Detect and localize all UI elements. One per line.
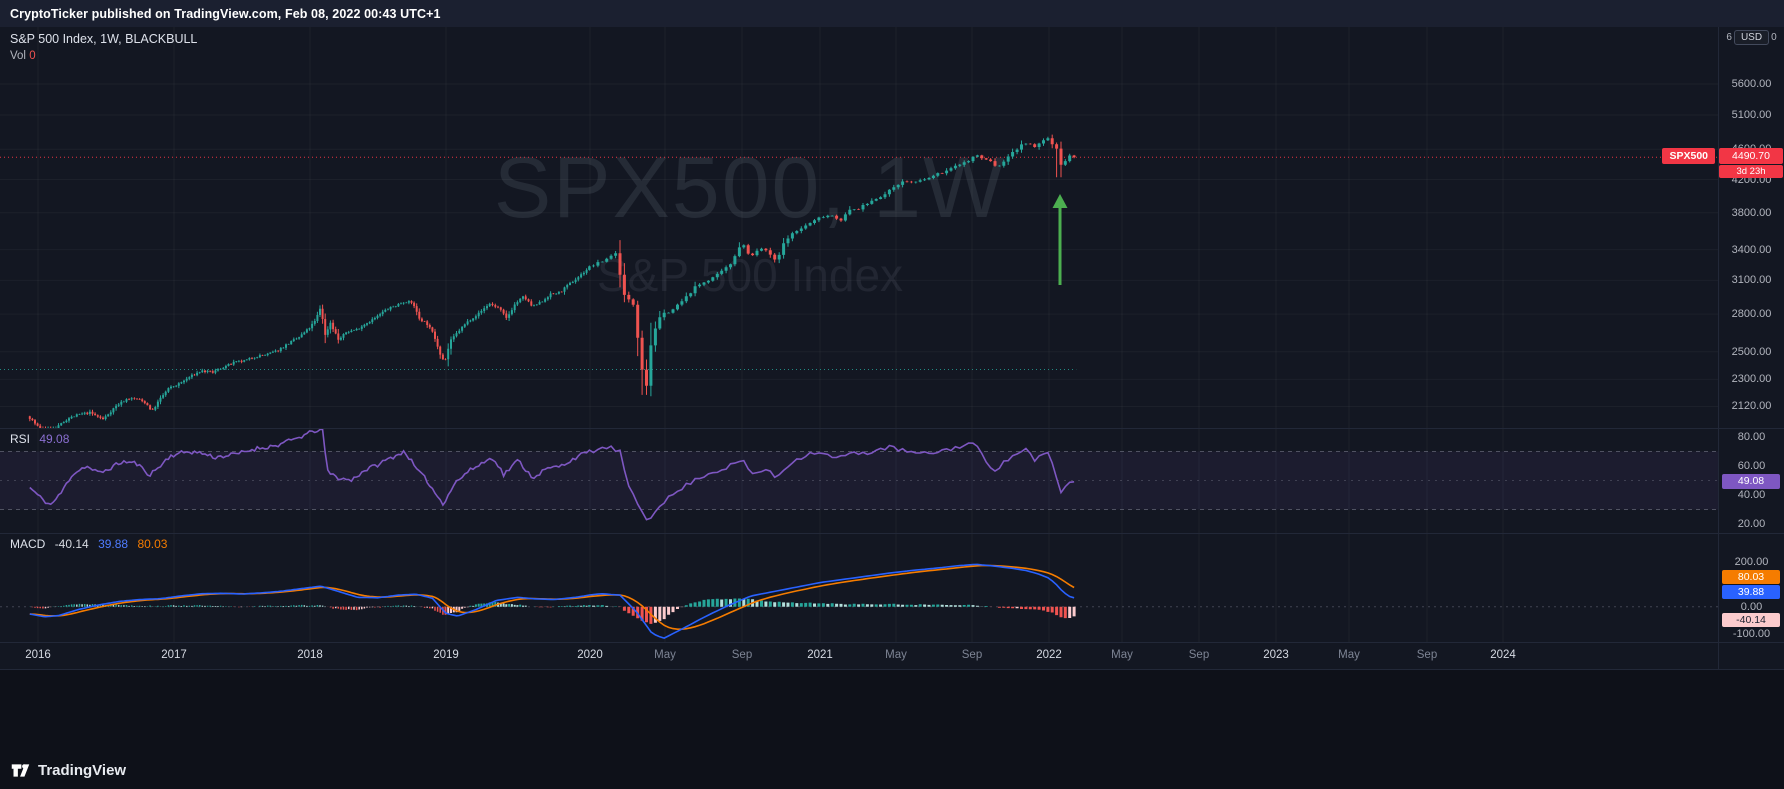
macd-signal-line [29, 564, 1075, 630]
rsi-tick-label: 40.00 [1737, 489, 1766, 501]
macd-tick-label: 200.00 [1734, 556, 1769, 568]
axis-partial-right: 0 [1771, 32, 1777, 43]
candles-down-bodies [28, 291, 563, 428]
time-tick-label: 2020 [577, 649, 603, 661]
price-tick-label: 2500.00 [1731, 345, 1772, 358]
macd-histogram [31, 606, 444, 615]
chart-bottom-border [0, 669, 1784, 670]
time-tick-label: Sep [1188, 649, 1210, 661]
price-tick-label: 5600.00 [1731, 78, 1772, 90]
macd-hist-badge: -40.14 [1722, 613, 1780, 627]
macd-tick-label: -100.00 [1732, 628, 1771, 640]
price-tick-label: 5100.00 [1731, 109, 1772, 122]
macd-hist-value: -40.14 [54, 537, 89, 551]
macd-line-badge: 39.88 [1722, 585, 1780, 599]
price-tick-label: 2120.00 [1731, 400, 1772, 413]
candles-up-wicks [47, 136, 1071, 428]
time-tick-label: 2019 [433, 649, 459, 661]
price-tick-label: 3800.00 [1731, 206, 1772, 219]
candles-down-wicks [29, 134, 1075, 428]
macd-label[interactable]: MACD [10, 537, 46, 551]
pane-separator[interactable] [0, 428, 1784, 429]
rsi-pane[interactable] [0, 428, 1718, 533]
candles-down-bodies [618, 138, 1076, 386]
usd-unit-button[interactable]: USD [1733, 30, 1770, 45]
time-tick-label: 2022 [1036, 649, 1062, 661]
tradingview-logo-icon [11, 764, 30, 777]
time-tick-label: 2021 [807, 649, 833, 661]
rsi-legend[interactable]: RSI 49.08 [10, 432, 69, 446]
candles-up-bodies [592, 138, 1072, 386]
chart-area[interactable]: SPX500, 1W S&P 500 Index S&P 500 Index, … [0, 27, 1784, 670]
time-tick-label: 2023 [1263, 649, 1289, 661]
rsi-tick-label: 20.00 [1737, 518, 1766, 530]
time-tick-label: May [654, 649, 676, 661]
rsi-tick-label: 80.00 [1737, 431, 1766, 443]
main-legend[interactable]: S&P 500 Index, 1W, BLACKBULL Vol 0 [10, 32, 197, 62]
rsi-value-badge: 49.08 [1722, 474, 1780, 489]
macd-histogram [596, 598, 988, 607]
time-tick-label: 2016 [25, 649, 51, 661]
pane-separator[interactable] [0, 533, 1784, 534]
time-tick-label: Sep [961, 649, 983, 661]
macd-pane[interactable] [0, 533, 1718, 642]
footer-bar: TradingView [0, 670, 1784, 789]
candles-up-bodies [57, 269, 588, 428]
price-tick-label: 3100.00 [1731, 274, 1772, 287]
macd-histogram [44, 606, 434, 610]
time-tick-label: Sep [1416, 649, 1438, 661]
rsi-tick-label: 60.00 [1737, 460, 1766, 472]
attribution-bar: CryptoTicker published on TradingView.co… [0, 0, 1784, 27]
rsi-band [0, 451, 1718, 510]
rsi-value: 49.08 [39, 432, 70, 446]
rsi-line [29, 428, 1075, 521]
price-tick-label: 2800.00 [1731, 308, 1772, 321]
macd-legend[interactable]: MACD -40.14 39.88 80.03 [10, 537, 167, 551]
time-tick-label: May [1111, 649, 1133, 661]
time-tick-label: Sep [731, 649, 753, 661]
price-axis-border [1718, 27, 1719, 670]
bar-countdown-badge: 3d 23h [1719, 165, 1783, 178]
price-pane[interactable] [0, 27, 1718, 428]
time-tick-label: May [1338, 649, 1360, 661]
macd-histogram [592, 599, 984, 607]
axis-partial-left: 6 [1726, 32, 1732, 43]
macd-histogram [444, 606, 558, 615]
rsi-label[interactable]: RSI [10, 432, 31, 446]
macd-line-value: 39.88 [98, 537, 129, 551]
price-tick-label: 3400.00 [1731, 243, 1772, 256]
macd-main-line [29, 563, 1075, 639]
macd-signal-value: 80.03 [137, 537, 168, 551]
pane-separator [0, 642, 1784, 643]
time-tick-label: 2018 [297, 649, 323, 661]
macd-histogram [618, 606, 1067, 624]
tradingview-wordmark: TradingView [38, 762, 127, 779]
macd-signal-badge: 80.03 [1722, 570, 1780, 584]
symbol-title[interactable]: S&P 500 Index, 1W, BLACKBULL [10, 32, 198, 46]
time-axis[interactable]: 2016 2017 2018 2019 2020 May Sep 2021 May Sep 2022… [0, 642, 1718, 669]
macd-histogram [653, 606, 1076, 623]
price-line-symbol-badge: SPX500 [1662, 148, 1715, 164]
attribution-text: CryptoTicker published on TradingView.co… [10, 6, 441, 21]
last-price-badge: 4490.70 [1719, 148, 1783, 164]
time-tick-label: 2024 [1490, 649, 1516, 661]
volume-value: 0 [29, 50, 36, 62]
currency-row: 6 USD 0 [1719, 30, 1784, 45]
time-tick-label: 2017 [161, 649, 187, 661]
up-arrow-head [1052, 194, 1068, 208]
volume-label[interactable]: Vol [10, 50, 26, 62]
macd-tick-label: 0.00 [1740, 601, 1763, 613]
time-tick-label: May [885, 649, 907, 661]
tradingview-logo-link[interactable]: TradingView [10, 760, 126, 781]
price-axis[interactable]: 6 USD 0 5600.005100.004600.004200.003800… [1719, 27, 1784, 642]
price-tick-label: 2300.00 [1731, 373, 1772, 386]
